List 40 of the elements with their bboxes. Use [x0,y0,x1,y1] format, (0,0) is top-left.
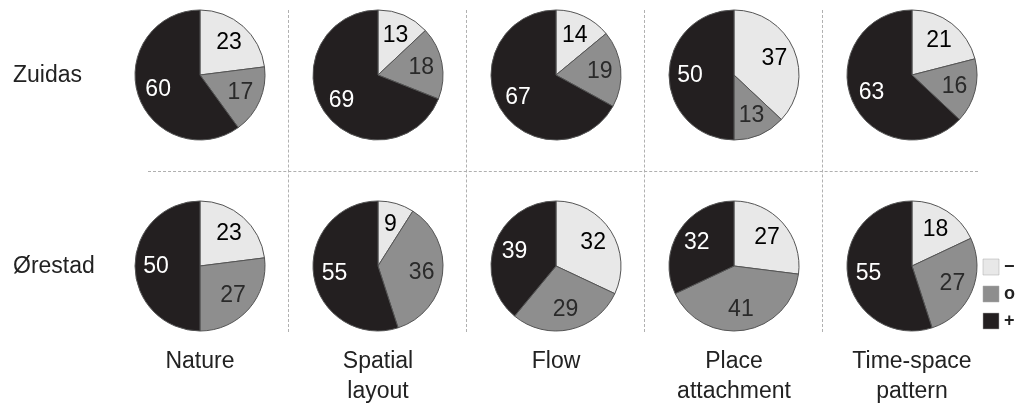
text: Time-space pattern [851,346,973,405]
data-label: 41 [728,295,754,322]
data-label: 29 [552,294,579,321]
data-label: 27 [939,269,966,296]
data-label: 37 [761,43,788,70]
data-label: 23 [216,219,242,245]
data-label: 16 [941,71,968,98]
text: Nature [164,346,236,375]
data-label: 32 [684,228,710,255]
text: Spatial layout [341,346,415,405]
text: Ørestad [13,252,95,279]
data-label: 21 [926,26,952,53]
text: Zuidas [13,61,83,88]
data-label: 67 [505,83,531,110]
data-label: 27 [220,281,246,308]
data-label: 36 [408,257,435,284]
data-label: 9 [383,209,397,236]
data-label: 69 [328,85,355,112]
legend-label: − [1004,256,1015,276]
text: Flow [530,346,582,375]
legend-label: + [1004,310,1015,330]
data-label: 55 [321,258,348,285]
data-label: 17 [227,78,254,105]
data-label: 60 [145,74,171,101]
data-label: 32 [580,228,606,255]
legend-label: o [1004,283,1015,303]
text: Place attachment [676,346,792,405]
data-label: 13 [738,101,765,128]
data-label: 39 [501,237,528,264]
data-label: 50 [677,61,703,87]
data-label: 23 [216,28,242,54]
data-label: 18 [922,214,949,241]
data-label: 19 [587,56,613,83]
data-label: 27 [754,222,780,249]
data-label: 13 [382,20,409,47]
data-label: 18 [408,52,435,79]
data-label: 55 [855,258,882,285]
data-label: 14 [561,21,588,48]
data-label: 63 [858,78,885,105]
data-label: 50 [143,252,169,278]
